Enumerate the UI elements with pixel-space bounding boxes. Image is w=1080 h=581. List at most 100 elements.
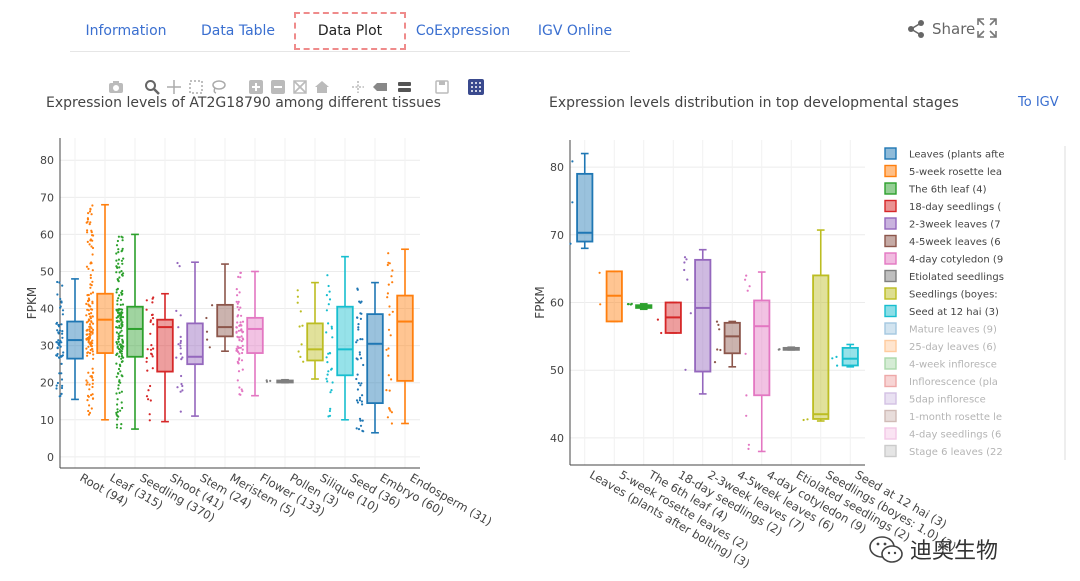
- data-point: [236, 315, 239, 318]
- y-tick-label: 50: [40, 265, 54, 278]
- box-2[interactable]: [85, 203, 114, 421]
- data-point: [713, 361, 717, 364]
- legend-item[interactable]: Stage 6 leaves (22: [884, 444, 1003, 459]
- legend-item[interactable]: Seed at 12 hai (3): [884, 304, 999, 319]
- box-10[interactable]: [325, 255, 354, 421]
- zoom-in-icon[interactable]: [248, 79, 264, 95]
- tab-information[interactable]: Information: [85, 23, 167, 39]
- data-point: [328, 290, 331, 293]
- legend-item[interactable]: The 6th leaf (4): [884, 182, 987, 196]
- legend-label: Seedlings (boyes:: [909, 290, 998, 301]
- data-point: [118, 271, 121, 274]
- data-point: [120, 270, 123, 273]
- legend-item[interactable]: 4-week infloresce: [884, 357, 997, 371]
- data-point: [61, 284, 64, 287]
- legend-item[interactable]: 4-5week leaves (6: [884, 234, 1001, 249]
- box-2[interactable]: [598, 270, 623, 323]
- box-7[interactable]: [235, 270, 264, 397]
- tab-data-plot[interactable]: Data Plot: [294, 12, 406, 50]
- box-8[interactable]: [777, 346, 800, 351]
- legend-item[interactable]: Inflorescence (pla: [884, 374, 998, 389]
- box-11[interactable]: [355, 281, 384, 434]
- data-point: [151, 297, 154, 300]
- box-12[interactable]: [385, 248, 414, 425]
- legend-item[interactable]: 4-day seedlings (6: [884, 427, 1001, 441]
- data-point: [237, 370, 241, 373]
- share-button[interactable]: Share: [906, 18, 975, 40]
- data-point: [86, 351, 90, 354]
- data-point: [62, 351, 65, 354]
- data-point: [387, 374, 390, 377]
- data-point: [89, 286, 92, 289]
- legend-item[interactable]: Etiolated seedlings: [884, 269, 1004, 284]
- data-point: [116, 418, 119, 421]
- hover-compare-icon[interactable]: [396, 79, 412, 95]
- data-point: [88, 383, 91, 386]
- lasso-icon[interactable]: [210, 79, 226, 95]
- camera-icon[interactable]: [108, 79, 124, 95]
- box-8[interactable]: [265, 378, 294, 384]
- plotly-logo-icon[interactable]: [468, 79, 484, 95]
- legend-swatch: [884, 234, 897, 248]
- data-point: [236, 345, 239, 348]
- box-9[interactable]: [296, 281, 324, 380]
- save-icon[interactable]: [434, 79, 450, 95]
- data-point: [240, 340, 243, 343]
- legend-item[interactable]: 25-day leaves (6): [884, 339, 997, 354]
- data-point: [91, 367, 94, 370]
- box-9[interactable]: [802, 229, 830, 422]
- data-point: [388, 262, 391, 265]
- box-3[interactable]: [115, 233, 144, 430]
- box-1[interactable]: [569, 152, 594, 250]
- y-tick-label: 40: [40, 303, 54, 316]
- legend-item[interactable]: 4-day cotyledon (9: [884, 252, 1003, 266]
- tab-data-table[interactable]: Data Table: [200, 23, 276, 39]
- box-6[interactable]: [205, 263, 234, 353]
- data-point: [88, 328, 91, 331]
- box-4[interactable]: [656, 301, 682, 335]
- pan-icon[interactable]: [166, 79, 182, 95]
- box-4[interactable]: [145, 292, 174, 423]
- legend-item[interactable]: Seedlings (boyes:: [884, 287, 998, 301]
- box-10[interactable]: [831, 343, 859, 368]
- legend-item[interactable]: 2-3week leaves (7: [884, 217, 1001, 231]
- box-6[interactable]: [713, 320, 741, 368]
- data-point: [181, 389, 184, 392]
- data-point: [388, 407, 391, 410]
- box-1[interactable]: [55, 278, 84, 401]
- data-point: [388, 305, 391, 308]
- autoscale-icon[interactable]: [292, 79, 308, 95]
- to-igv-link[interactable]: To IGV: [1018, 95, 1059, 110]
- data-point: [122, 272, 125, 275]
- data-point: [88, 223, 91, 226]
- data-point: [91, 315, 94, 318]
- box-7[interactable]: [744, 271, 771, 453]
- tab-coexpression[interactable]: CoExpression: [415, 23, 511, 39]
- data-point: [121, 289, 124, 293]
- data-point: [330, 325, 333, 328]
- hover-closest-icon[interactable]: [372, 79, 388, 95]
- legend-swatch: [884, 409, 897, 423]
- tab-igv-online[interactable]: IGV Online: [537, 23, 613, 39]
- legend-item[interactable]: Mature leaves (9): [884, 322, 997, 336]
- legend-swatch: [884, 357, 897, 370]
- zoom-out-icon[interactable]: [270, 79, 286, 95]
- box-5[interactable]: [175, 261, 204, 417]
- legend-item[interactable]: 5dap infloresce: [884, 392, 986, 406]
- box-3[interactable]: [626, 302, 653, 311]
- data-point: [179, 341, 182, 345]
- legend-item[interactable]: Leaves (plants afte: [884, 147, 1004, 161]
- data-point: [328, 298, 332, 301]
- data-point: [91, 302, 94, 305]
- box-5[interactable]: [683, 248, 712, 395]
- legend-item[interactable]: 5-week rosette lea: [884, 164, 1002, 179]
- zoom-icon[interactable]: [144, 79, 160, 95]
- spike-lines-icon[interactable]: [350, 79, 366, 95]
- home-icon[interactable]: [314, 79, 330, 95]
- legend-item[interactable]: 1-month rosette le: [884, 409, 1002, 424]
- fullscreen-icon[interactable]: [977, 18, 997, 38]
- box-select-icon[interactable]: [188, 79, 204, 95]
- data-point: [180, 382, 183, 386]
- data-point: [744, 352, 747, 355]
- legend-item[interactable]: 18-day seedlings (: [884, 199, 1001, 214]
